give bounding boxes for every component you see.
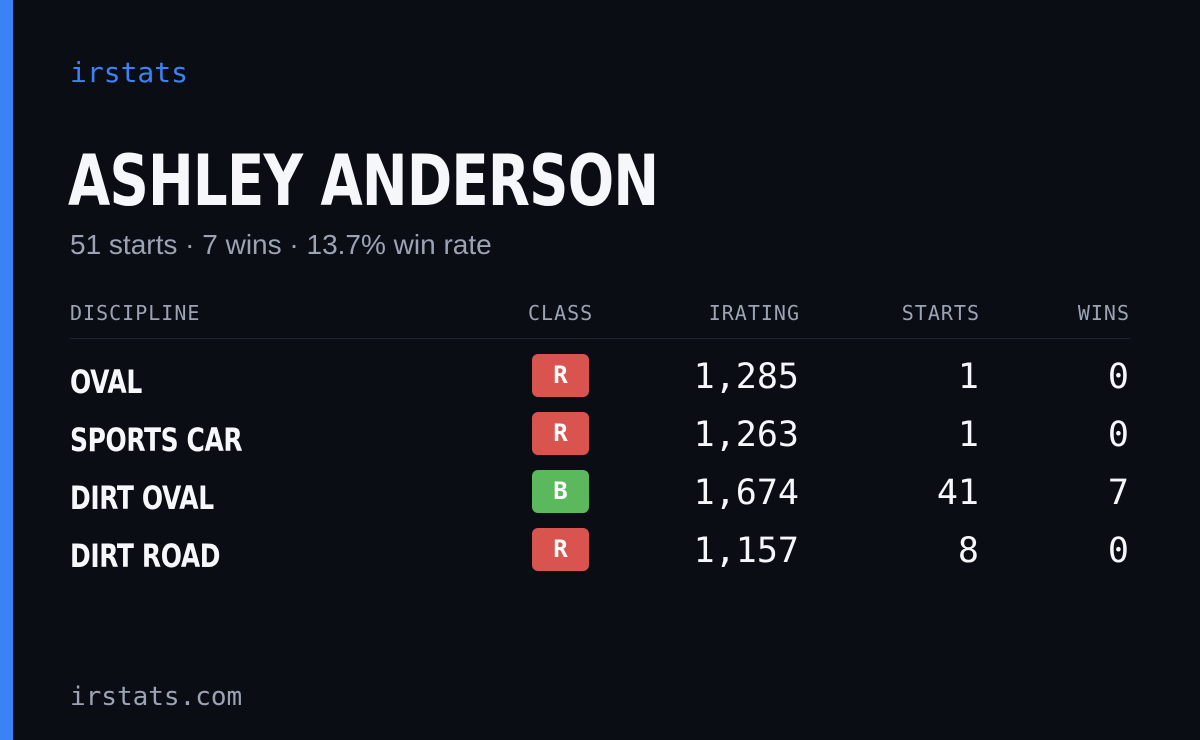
starts-value: 8 (957, 531, 979, 571)
column-header-class: CLASS (528, 301, 594, 325)
irating-value: 1,285 (693, 357, 799, 397)
wins-value: 0 (1107, 531, 1129, 571)
wins-value: 7 (1107, 473, 1129, 513)
discipline-name: DIRT ROAD (70, 537, 221, 575)
table-row: DIRT OVAL B 1,674 41 7 (70, 470, 1130, 528)
table-row: DIRT ROAD R 1,157 8 0 (70, 528, 1130, 586)
wins-value: 0 (1107, 415, 1129, 455)
license-class-badge: R (532, 354, 589, 397)
discipline-name: DIRT OVAL (70, 479, 214, 517)
wins-value: 0 (1107, 357, 1129, 397)
discipline-name: SPORTS CAR (70, 421, 243, 459)
driver-summary: 51 starts · 7 wins · 13.7% win rate (70, 229, 492, 260)
column-header-wins: WINS (1077, 301, 1130, 325)
irating-value: 1,263 (693, 415, 799, 455)
column-header-discipline: DISCIPLINE (70, 301, 201, 325)
accent-bar (0, 0, 13, 740)
starts-value: 1 (957, 415, 979, 455)
column-header-irating: IRATING (708, 301, 800, 325)
table-row: OVAL R 1,285 1 0 (70, 354, 1130, 412)
starts-value: 41 (936, 473, 979, 513)
brand-logo-text: irstats (70, 56, 189, 89)
driver-name: ASHLEY ANDERSON (68, 140, 659, 222)
license-class-badge: B (532, 470, 589, 513)
starts-value: 1 (957, 357, 979, 397)
license-class-badge: R (532, 412, 589, 455)
column-header-starts: STARTS (901, 301, 980, 325)
footer-url: irstats.com (70, 682, 243, 712)
discipline-name: OVAL (70, 363, 142, 401)
table-row: SPORTS CAR R 1,263 1 0 (70, 412, 1130, 470)
irating-value: 1,157 (693, 531, 799, 571)
irating-value: 1,674 (693, 473, 799, 513)
license-class-badge: R (532, 528, 589, 571)
table-header: DISCIPLINE CLASS IRATING STARTS WINS (70, 300, 1130, 339)
